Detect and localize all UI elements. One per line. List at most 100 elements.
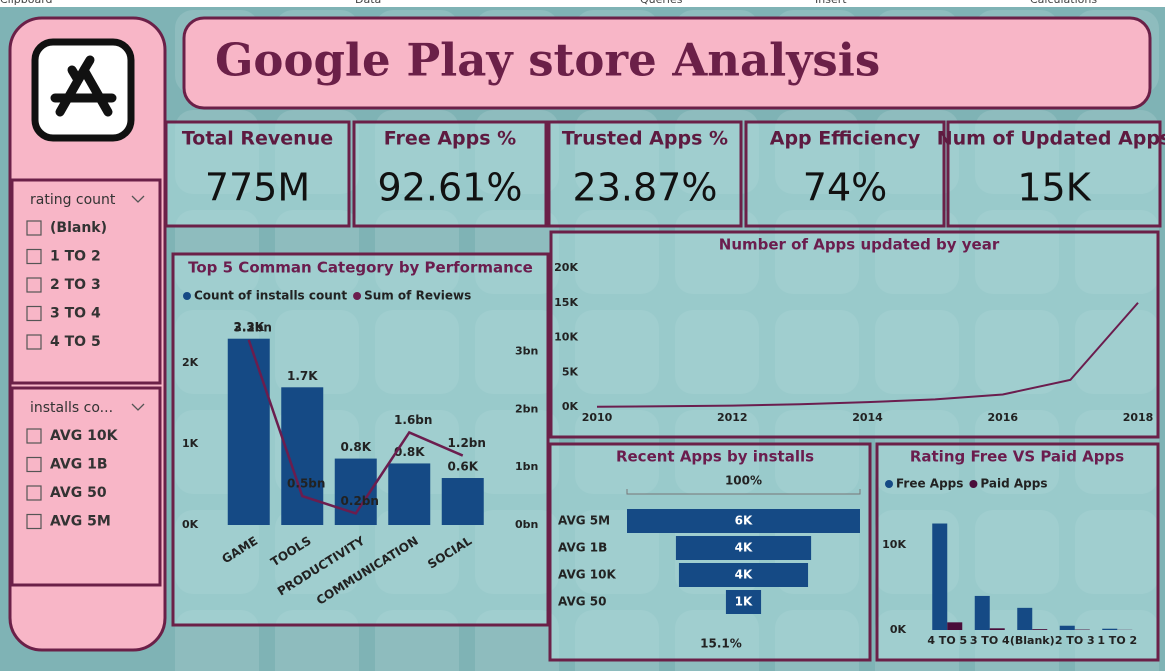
bar bbox=[932, 523, 948, 630]
y-tick-label: 10K bbox=[554, 331, 578, 344]
y-tick-label: 20K bbox=[554, 261, 578, 274]
y-tick-label: 0K bbox=[562, 400, 579, 413]
funnel-bracket bbox=[626, 489, 861, 495]
slicer-checkbox[interactable] bbox=[26, 456, 42, 473]
funnel-bar bbox=[725, 590, 762, 614]
kpi-card bbox=[744, 120, 946, 228]
kpi-value: 74% bbox=[803, 166, 887, 210]
bar-value-label: 2.3K bbox=[233, 320, 264, 334]
funnel-value-label: 1K bbox=[735, 595, 753, 609]
legend-marker bbox=[183, 292, 191, 300]
bar bbox=[1102, 628, 1118, 630]
funnel-bar bbox=[678, 563, 809, 587]
x-tick-label: 2016 bbox=[987, 411, 1018, 424]
dashboard-title: Google Play store Analysis bbox=[215, 34, 880, 87]
chart-title: Number of Apps updated by year bbox=[719, 236, 1000, 254]
funnel-bottom-label: 15.1% bbox=[700, 637, 742, 651]
legend-marker bbox=[353, 292, 362, 300]
kpi-value: 23.87% bbox=[573, 166, 718, 210]
slicer-chevron bbox=[131, 195, 145, 203]
y-tick-label: 0K bbox=[182, 518, 199, 531]
funnel-category: AVG 1B bbox=[558, 541, 607, 555]
chart-title: Recent Apps by installs bbox=[616, 448, 814, 466]
ribbon-label: Clipboard bbox=[0, 0, 53, 6]
slicer-checkbox[interactable] bbox=[26, 485, 42, 501]
kpi-label: Num of Updated Apps bbox=[937, 128, 1165, 150]
ribbon bbox=[0, 0, 1165, 7]
x-tick-label: 2018 bbox=[1123, 411, 1154, 424]
slicer-item[interactable]: 3 TO 4 bbox=[50, 306, 101, 322]
kpi-label: Free Apps % bbox=[384, 128, 516, 150]
slicer-item[interactable]: 1 TO 2 bbox=[50, 249, 101, 265]
slicer-checkbox[interactable] bbox=[26, 428, 42, 444]
slicer-checkbox[interactable] bbox=[26, 220, 42, 236]
bar bbox=[989, 628, 1005, 630]
bar bbox=[388, 463, 431, 525]
slicer-item[interactable]: 2 TO 3 bbox=[50, 277, 101, 293]
kpi-label: App Efficiency bbox=[770, 128, 921, 150]
bar bbox=[1017, 607, 1033, 630]
slicer-title: installs co... bbox=[30, 400, 113, 416]
legend-label: Count of installs count bbox=[194, 289, 347, 303]
x-tick-label: 4 TO 5 bbox=[927, 634, 967, 647]
slicer-checkbox[interactable] bbox=[26, 513, 42, 530]
x-tick-label: 2010 bbox=[582, 411, 613, 424]
kpi-label: Trusted Apps % bbox=[562, 128, 728, 150]
ribbon-labels: Clipboard Data Queries Insert Calculations bbox=[0, 0, 1097, 6]
bar bbox=[1059, 625, 1075, 630]
funnel-value-label: 4K bbox=[735, 541, 753, 555]
y-tick-label: 1K bbox=[182, 437, 199, 450]
bar-value-label: 0.8K bbox=[340, 440, 371, 454]
logo-glyph bbox=[50, 55, 117, 117]
line bbox=[596, 302, 1139, 408]
funnel-value-label: 6K bbox=[735, 514, 753, 528]
kpi-card bbox=[547, 120, 743, 228]
y-tick-label: 15K bbox=[554, 296, 578, 309]
slicer-item[interactable]: AVG 10K bbox=[50, 428, 119, 444]
line bbox=[247, 339, 464, 515]
slicer-item[interactable]: AVG 1B bbox=[50, 457, 108, 473]
kpi-card bbox=[352, 120, 548, 228]
x-tick-label: (Blank) bbox=[1010, 634, 1055, 647]
slicer-checkbox[interactable] bbox=[26, 248, 42, 265]
slicer-item[interactable]: (Blank) bbox=[50, 220, 107, 236]
line-value-label: 0.5bn bbox=[287, 477, 325, 491]
funnel-bar bbox=[627, 509, 860, 533]
funnel-category: AVG 10K bbox=[558, 568, 616, 582]
slicer-checkbox[interactable] bbox=[26, 334, 42, 350]
line-value-label: 1.6bn bbox=[394, 413, 432, 427]
legend-label: Paid Apps bbox=[980, 477, 1047, 491]
y-tick-label: 2K bbox=[182, 356, 199, 369]
funnel-value-label: 4K bbox=[735, 568, 753, 582]
kpi-label: Total Revenue bbox=[182, 128, 333, 150]
slicer-item[interactable]: AVG 5M bbox=[50, 514, 111, 530]
line-value-label: 3.2bn bbox=[234, 320, 272, 334]
y2-tick-label: 0bn bbox=[515, 518, 538, 531]
funnel-category: AVG 5M bbox=[558, 514, 610, 528]
slicer-item[interactable]: AVG 50 bbox=[50, 485, 107, 501]
slicer-checkbox[interactable] bbox=[26, 277, 42, 293]
funnel-category: AVG 50 bbox=[558, 595, 607, 609]
slicer-checkbox[interactable] bbox=[26, 305, 42, 322]
ribbon-label: Calculations bbox=[1030, 0, 1097, 6]
x-tick-label: 2012 bbox=[717, 411, 748, 424]
slicer-item[interactable]: 4 TO 5 bbox=[50, 334, 101, 350]
y-tick-label: 0K bbox=[890, 623, 907, 636]
funnel-bar bbox=[675, 536, 812, 560]
y-tick-label: 10K bbox=[882, 538, 906, 551]
kpi-value: 15K bbox=[1017, 166, 1091, 210]
chart-title: Top 5 Comman Category by Performance bbox=[188, 259, 533, 277]
chart-title: Rating Free VS Paid Apps bbox=[910, 448, 1124, 466]
x-tick-label: 2 TO 3 bbox=[1055, 634, 1095, 647]
kpi-card bbox=[946, 120, 1162, 228]
bar bbox=[441, 478, 484, 525]
y2-tick-label: 1bn bbox=[515, 460, 538, 473]
title-banner bbox=[182, 16, 1152, 110]
legend-label: Sum of Reviews bbox=[364, 289, 471, 303]
slicer-title: rating count bbox=[30, 192, 116, 208]
kpi-card bbox=[164, 120, 351, 228]
legend-marker bbox=[885, 480, 893, 488]
y2-tick-label: 3bn bbox=[515, 344, 538, 357]
